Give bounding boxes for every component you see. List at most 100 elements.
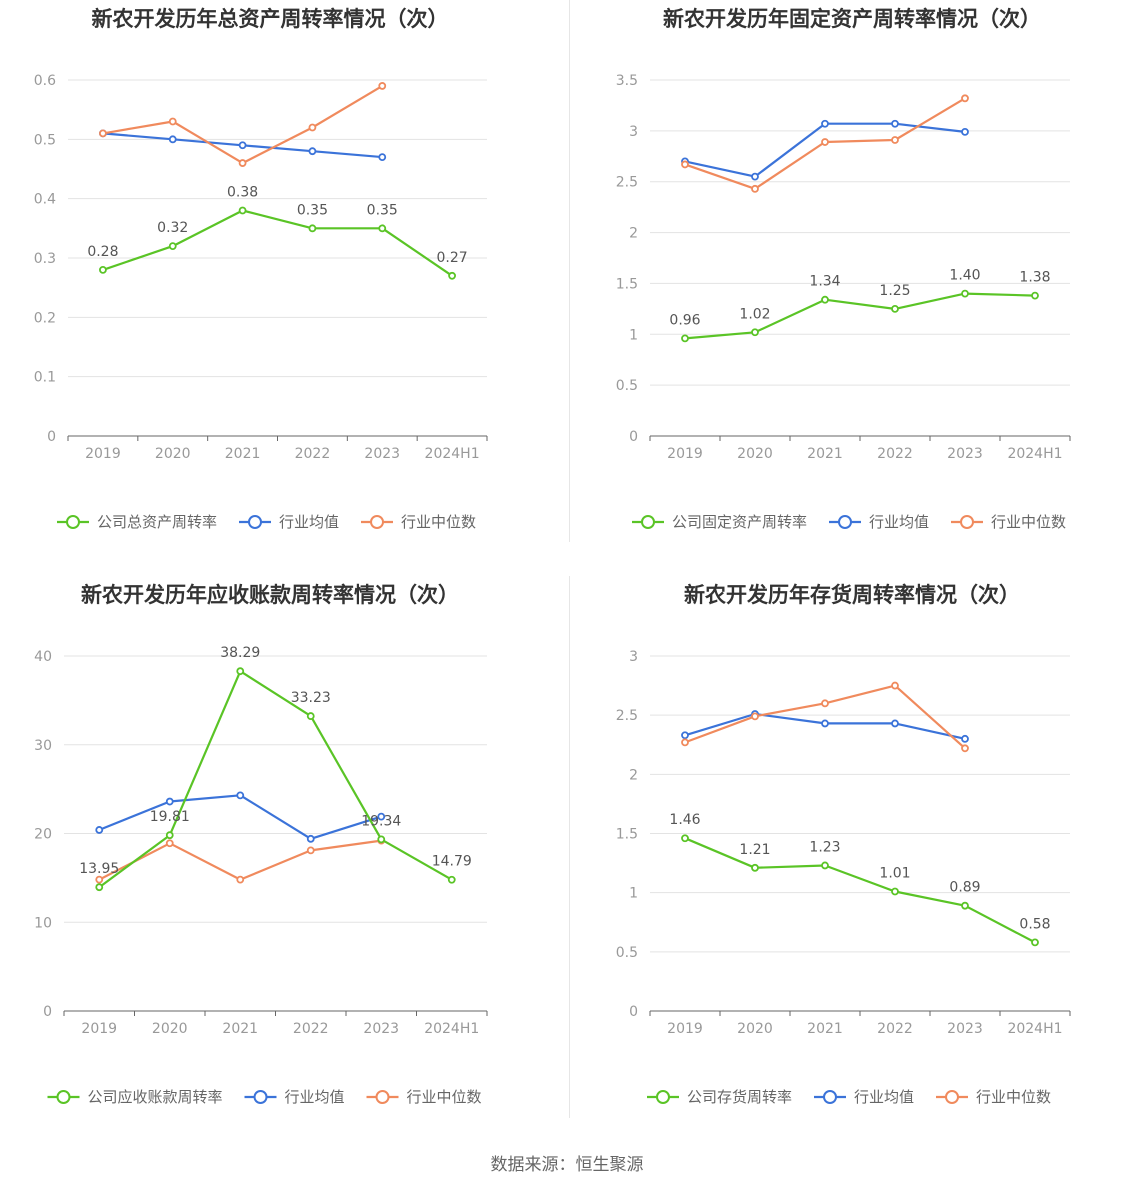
data-point-average[interactable]: [377, 812, 386, 821]
data-point-median[interactable]: [891, 681, 899, 690]
data-point-median[interactable]: [238, 159, 247, 167]
data-point-median[interactable]: [961, 744, 969, 753]
data-label: 1.01: [879, 865, 910, 881]
chart-title: 新农开发历年存货周转率情况（次）: [684, 583, 1020, 607]
data-point-average[interactable]: [891, 119, 899, 128]
data-point-company[interactable]: [165, 831, 174, 840]
data-point-company[interactable]: [1031, 938, 1039, 947]
data-point-average[interactable]: [378, 153, 387, 162]
data-point-average[interactable]: [821, 719, 829, 728]
data-label: 13.95: [79, 861, 119, 877]
data-point-company[interactable]: [448, 271, 456, 280]
data-point-average[interactable]: [308, 147, 317, 156]
x-tick-label: 2022: [877, 1021, 913, 1037]
legend-marker: [56, 1090, 71, 1104]
data-point-median[interactable]: [95, 875, 104, 884]
data-point-average[interactable]: [168, 135, 177, 144]
data-point-median[interactable]: [236, 875, 245, 884]
data-point-company[interactable]: [378, 224, 387, 233]
data-point-company[interactable]: [961, 901, 969, 910]
data-label: 0.27: [436, 250, 467, 266]
legend-item-median[interactable]: 行业中位数: [361, 513, 476, 531]
data-point-average[interactable]: [891, 719, 899, 728]
legend-item-median[interactable]: 行业中位数: [936, 1088, 1051, 1106]
legend-label: 行业中位数: [401, 513, 476, 531]
data-point-average[interactable]: [95, 826, 104, 834]
legend-item-median[interactable]: 行业中位数: [366, 1088, 482, 1106]
legend-item-average[interactable]: 行业均值: [829, 513, 929, 531]
data-label: 1.25: [879, 283, 910, 299]
x-tick-label: 2020: [155, 446, 191, 462]
x-tick-label: 2020: [737, 1021, 773, 1037]
data-point-company[interactable]: [681, 334, 689, 343]
data-point-company[interactable]: [236, 667, 245, 676]
data-point-median[interactable]: [751, 184, 759, 193]
data-point-average[interactable]: [961, 127, 969, 136]
y-tick-label: 2: [629, 767, 638, 783]
data-point-company[interactable]: [891, 887, 899, 896]
y-tick-label: 2.5: [616, 175, 638, 191]
legend-item-company[interactable]: 公司应收账款周转率: [47, 1088, 223, 1106]
data-point-company[interactable]: [891, 304, 899, 313]
data-point-company[interactable]: [377, 835, 386, 844]
data-point-median[interactable]: [681, 738, 689, 747]
series-line-average: [684, 122, 966, 178]
data-point-company[interactable]: [168, 242, 177, 251]
data-point-company[interactable]: [751, 863, 759, 872]
data-point-company[interactable]: [751, 328, 759, 337]
chart-title: 新农开发历年固定资产周转率情况（次）: [663, 7, 1041, 31]
data-point-company[interactable]: [238, 206, 247, 215]
y-tick-label: 3: [629, 124, 638, 140]
data-point-median[interactable]: [681, 160, 689, 169]
data-point-company[interactable]: [99, 265, 107, 274]
data-point-company[interactable]: [308, 224, 317, 233]
data-point-company[interactable]: [681, 834, 689, 843]
data-point-average[interactable]: [238, 141, 247, 150]
data-point-average[interactable]: [821, 119, 829, 128]
legend-item-company[interactable]: 公司存货周转率: [647, 1088, 792, 1106]
legend-item-average[interactable]: 行业均值: [814, 1088, 914, 1106]
data-point-median[interactable]: [821, 138, 829, 146]
data-label: 14.79: [432, 854, 472, 870]
legend-label: 行业均值: [869, 513, 929, 531]
data-point-average[interactable]: [306, 834, 315, 843]
data-point-company[interactable]: [447, 875, 456, 884]
data-point-company[interactable]: [306, 712, 315, 720]
data-point-company[interactable]: [961, 289, 969, 298]
data-point-median[interactable]: [308, 123, 317, 132]
y-tick-label: 20: [34, 827, 52, 843]
y-tick-label: 0.5: [34, 132, 56, 148]
data-point-average[interactable]: [236, 791, 245, 800]
data-point-median[interactable]: [961, 94, 969, 103]
data-point-average[interactable]: [751, 172, 759, 181]
data-point-company[interactable]: [95, 883, 104, 892]
data-point-average[interactable]: [681, 731, 689, 740]
legend-item-company[interactable]: 公司固定资产周转率: [632, 513, 807, 531]
data-point-average[interactable]: [961, 734, 969, 743]
data-point-company[interactable]: [821, 861, 829, 870]
data-point-median[interactable]: [168, 117, 177, 126]
data-point-median[interactable]: [891, 136, 899, 144]
data-point-median[interactable]: [99, 129, 107, 138]
data-point-median[interactable]: [821, 699, 829, 708]
legend-item-median[interactable]: 行业中位数: [951, 513, 1066, 531]
legend-item-average[interactable]: 行业均值: [244, 1088, 345, 1106]
x-tick-label: 2020: [737, 446, 773, 462]
legend-item-company[interactable]: 公司总资产周转率: [57, 513, 217, 531]
data-point-company[interactable]: [1031, 291, 1039, 300]
legend-item-average[interactable]: 行业均值: [239, 513, 339, 531]
data-point-median[interactable]: [306, 846, 315, 855]
x-tick-label: 2024H1: [1007, 446, 1062, 462]
series-line-median: [684, 684, 966, 750]
x-tick-label: 2024H1: [425, 446, 480, 462]
legend-label: 行业中位数: [976, 1088, 1051, 1106]
data-point-median[interactable]: [378, 82, 387, 90]
data-point-company[interactable]: [821, 295, 829, 304]
data-point-median[interactable]: [751, 712, 759, 721]
data-point-average[interactable]: [165, 797, 174, 806]
data-label: 19.81: [150, 809, 190, 825]
legend-label: 公司固定资产周转率: [672, 513, 807, 531]
data-label: 0.96: [669, 312, 700, 328]
x-tick-label: 2022: [295, 446, 331, 462]
data-point-median[interactable]: [165, 839, 174, 848]
